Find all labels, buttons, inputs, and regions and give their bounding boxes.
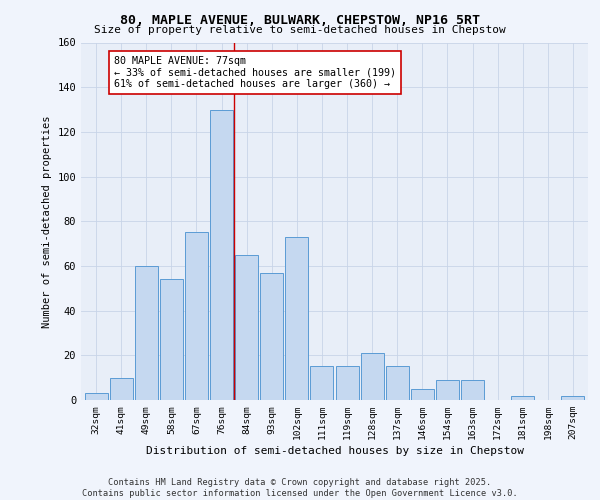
Text: 80 MAPLE AVENUE: 77sqm
← 33% of semi-detached houses are smaller (199)
61% of se: 80 MAPLE AVENUE: 77sqm ← 33% of semi-det… [113, 56, 395, 89]
Bar [235, 255, 258, 400]
Bar [160, 280, 183, 400]
Bar [286, 237, 308, 400]
Text: 80, MAPLE AVENUE, BULWARK, CHEPSTOW, NP16 5RT: 80, MAPLE AVENUE, BULWARK, CHEPSTOW, NP1… [120, 14, 480, 27]
Bar [411, 389, 434, 400]
Bar [135, 266, 158, 400]
X-axis label: Distribution of semi-detached houses by size in Chepstow: Distribution of semi-detached houses by … [146, 446, 523, 456]
Text: Contains HM Land Registry data © Crown copyright and database right 2025.
Contai: Contains HM Land Registry data © Crown c… [82, 478, 518, 498]
Bar [310, 366, 334, 400]
Bar [436, 380, 459, 400]
Text: Size of property relative to semi-detached houses in Chepstow: Size of property relative to semi-detach… [94, 25, 506, 35]
Bar [110, 378, 133, 400]
Bar [361, 353, 383, 400]
Bar [511, 396, 534, 400]
Bar [386, 366, 409, 400]
Y-axis label: Number of semi-detached properties: Number of semi-detached properties [42, 115, 52, 328]
Bar [461, 380, 484, 400]
Bar [562, 396, 584, 400]
Bar [85, 394, 107, 400]
Bar [210, 110, 233, 400]
Bar [335, 366, 359, 400]
Bar [260, 272, 283, 400]
Bar [185, 232, 208, 400]
